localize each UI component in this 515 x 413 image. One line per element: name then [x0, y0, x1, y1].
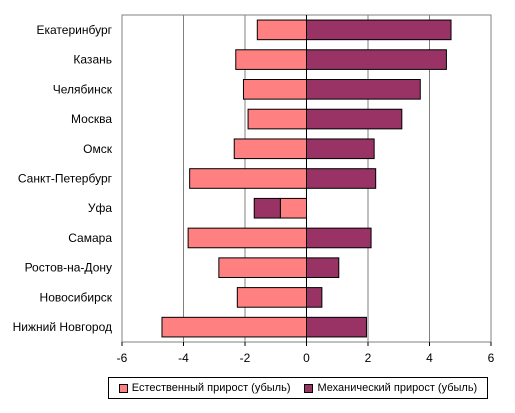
bar-migration — [306, 287, 323, 308]
x-tick-label: 2 — [365, 351, 372, 365]
legend-item-migration: Механический прирост (убыль) — [304, 382, 477, 394]
category-label: Москва — [71, 112, 112, 126]
bar-natural — [161, 316, 307, 338]
bar-natural — [256, 19, 307, 41]
category-label: Нижний Новгород — [13, 320, 112, 334]
category-label: Екатеринбург — [37, 23, 113, 37]
bar-natural — [236, 287, 307, 308]
bar-natural — [218, 257, 307, 278]
legend-swatch-natural — [118, 383, 128, 393]
legend: Естественный прирост (убыль) Механически… — [108, 377, 488, 399]
category-label: Самара — [68, 231, 112, 245]
bars — [161, 19, 452, 338]
x-tick-label: -4 — [178, 351, 189, 365]
x-axis: -6 -4 -2 0 2 4 6 — [117, 15, 495, 365]
bar-natural — [247, 108, 307, 130]
category-label: Омск — [83, 142, 113, 156]
bar-natural — [279, 197, 307, 219]
legend-label-natural: Естественный прирост (убыль) — [131, 382, 291, 394]
bar-migration — [306, 19, 452, 41]
legend-swatch-migration — [304, 383, 314, 393]
x-tick-label: 6 — [488, 351, 495, 365]
bar-natural — [189, 168, 307, 189]
category-label: Челябинск — [53, 82, 113, 96]
category-label: Ростов-на-Дону — [25, 261, 112, 275]
bar-migration — [306, 257, 340, 278]
legend-label-migration: Механический прирост (убыль) — [317, 382, 478, 394]
category-label: Уфа — [88, 201, 112, 215]
category-label: Санкт-Петербург — [18, 172, 113, 186]
legend-item-natural: Естественный прирост (убыль) — [118, 382, 291, 394]
x-tick-label: 0 — [303, 351, 310, 365]
bar-migration — [306, 79, 421, 100]
category-label: Новосибирск — [40, 290, 113, 304]
bar-natural — [233, 138, 307, 160]
category-labels: Екатеринбург Казань Челябинск Москва Омск Сан… — [13, 23, 113, 334]
bar-natural — [235, 49, 307, 70]
bar-migration — [253, 197, 281, 219]
bar-migration — [306, 316, 367, 338]
bar-chart: -6 -4 -2 0 2 4 6 Екатеринбург Казань Челябинск Мо… — [13, 14, 495, 365]
bar-migration — [306, 227, 372, 249]
x-tick-label: -2 — [240, 351, 251, 365]
bar-natural — [242, 79, 307, 100]
x-tick-label: 4 — [426, 351, 433, 365]
bar-migration — [306, 168, 377, 189]
bar-natural — [187, 227, 307, 249]
x-tick-label: -6 — [117, 351, 128, 365]
bar-migration — [306, 108, 403, 130]
bar-migration — [306, 138, 375, 160]
bar-migration — [306, 49, 447, 70]
category-label: Казань — [73, 53, 112, 67]
